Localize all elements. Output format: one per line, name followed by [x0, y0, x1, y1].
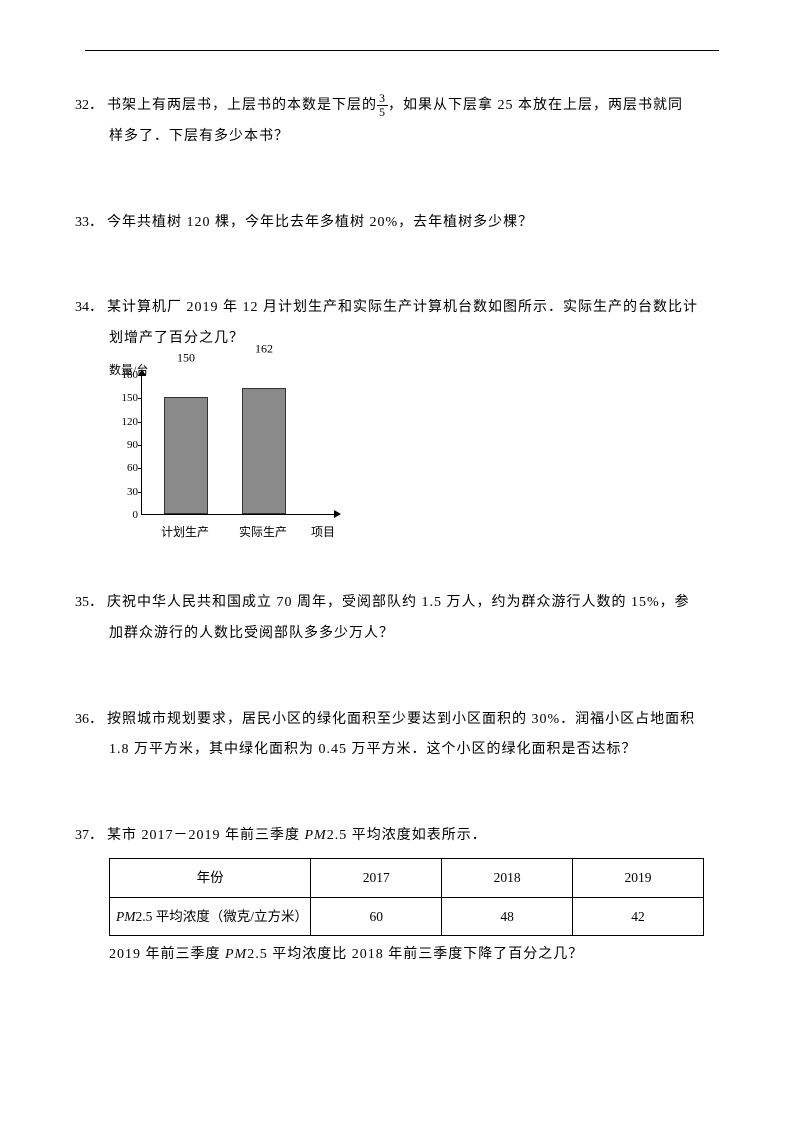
q34-chart: 数量/台 1801501209060300 150162 计划生产实际生产项目: [109, 363, 339, 533]
question-36: 36． 按照城市规划要求，居民小区的绿化面积至少要达到小区面积的 30%．润福小…: [75, 705, 719, 767]
q37-after-a: 2019 年前三季度: [109, 947, 225, 962]
q37-intro-pm: PM: [305, 828, 327, 843]
q37-after-b: 2.5 平均浓度比 2018 年前三季度下降了百分之几？: [247, 947, 583, 962]
th-year: 年份: [110, 858, 311, 897]
td-label-pm: PM: [116, 909, 136, 924]
y-tick-label: 150: [122, 386, 139, 410]
th-2019: 2019: [573, 858, 704, 897]
x-category-label: 实际生产: [231, 519, 295, 545]
table-row: PM2.5 平均浓度（微克/立方米） 60 48 42: [110, 897, 704, 936]
y-tick-label: 60: [127, 456, 138, 480]
x-category-label: 计划生产: [153, 519, 217, 545]
y-tick-mark: [138, 445, 142, 446]
q37-after-pm: PM: [225, 947, 247, 962]
q36-line1: 按照城市规划要求，居民小区的绿化面积至少要达到小区面积的 30%．润福小区占地面…: [107, 705, 719, 736]
question-35: 35． 庆祝中华人民共和国成立 70 周年，受阅部队约 1.5 万人，约为群众游…: [75, 588, 719, 650]
question-34: 34． 某计算机厂 2019 年 12 月计划生产和实际生产计算机台数如图所示．…: [75, 293, 719, 533]
td-label: PM2.5 平均浓度（微克/立方米）: [110, 897, 311, 936]
q35-number: 35．: [75, 588, 107, 619]
q32-frac-den: 5: [377, 106, 388, 119]
td-2018: 48: [442, 897, 573, 936]
chart-y-axis: 1801501209060300: [114, 371, 138, 515]
chart-plot-area: 150162: [141, 375, 335, 515]
y-tick-label: 30: [127, 480, 138, 504]
y-tick-mark: [138, 422, 142, 423]
header-rule: [85, 50, 719, 51]
y-tick-mark: [138, 398, 142, 399]
y-tick-label: 0: [133, 503, 139, 527]
q33-text: 今年共植树 120 棵，今年比去年多植树 20%，去年植树多少棵？: [107, 208, 719, 239]
y-tick-mark: [138, 492, 142, 493]
q32-text-a: 书架上有两层书，上层书的本数是下层的: [107, 98, 377, 113]
y-tick-label: 180: [122, 363, 139, 387]
q37-intro-a: 某市 2017－2019 年前三季度: [107, 828, 305, 843]
chart-bar: [164, 397, 208, 514]
q32-text-b: ，如果从下层拿 25 本放在上层，两层书就同: [388, 98, 683, 113]
chart-bar: [242, 388, 286, 514]
y-tick-label: 120: [122, 410, 139, 434]
td-2017: 60: [311, 897, 442, 936]
question-37: 37． 某市 2017－2019 年前三季度 PM2.5 平均浓度如表所示． 年…: [75, 821, 719, 971]
td-2019: 42: [573, 897, 704, 936]
th-2018: 2018: [442, 858, 573, 897]
q32-line2: 样多了．下层有多少本书？: [75, 122, 719, 153]
bar-value-label: 162: [242, 335, 286, 361]
q34-line1: 某计算机厂 2019 年 12 月计划生产和实际生产计算机台数如图所示．实际生产…: [107, 293, 719, 324]
q37-intro-b: 2.5 平均浓度如表所示．: [327, 828, 487, 843]
y-tick-mark: [138, 375, 142, 376]
q37-table: 年份 2017 2018 2019 PM2.5 平均浓度（微克/立方米） 60 …: [109, 858, 704, 936]
q33-number: 33．: [75, 208, 107, 239]
q32-line1: 书架上有两层书，上层书的本数是下层的35，如果从下层拿 25 本放在上层，两层书…: [107, 91, 719, 122]
question-32: 32． 书架上有两层书，上层书的本数是下层的35，如果从下层拿 25 本放在上层…: [75, 91, 719, 153]
q37-after: 2019 年前三季度 PM2.5 平均浓度比 2018 年前三季度下降了百分之几…: [109, 940, 719, 971]
q32-fraction: 35: [377, 92, 388, 119]
bar-value-label: 150: [164, 345, 208, 371]
q32-number: 32．: [75, 91, 107, 122]
q36-line2: 1.8 万平方米，其中绿化面积为 0.45 万平方米．这个小区的绿化面积是否达标…: [75, 735, 719, 766]
chart-x-labels: 计划生产实际生产项目: [141, 517, 339, 535]
q34-number: 34．: [75, 293, 107, 324]
q35-line2: 加群众游行的人数比受阅部队多多少万人？: [75, 619, 719, 650]
q36-number: 36．: [75, 705, 107, 736]
q37-number: 37．: [75, 821, 107, 852]
y-tick-mark: [138, 468, 142, 469]
table-row: 年份 2017 2018 2019: [110, 858, 704, 897]
th-2017: 2017: [311, 858, 442, 897]
td-label-rest: 2.5 平均浓度（微克/立方米）: [136, 909, 309, 924]
q35-line1: 庆祝中华人民共和国成立 70 周年，受阅部队约 1.5 万人，约为群众游行人数的…: [107, 588, 719, 619]
q32-frac-num: 3: [377, 92, 388, 106]
question-33: 33． 今年共植树 120 棵，今年比去年多植树 20%，去年植树多少棵？: [75, 208, 719, 239]
x-axis-title: 项目: [303, 519, 343, 545]
y-tick-label: 90: [127, 433, 138, 457]
q37-intro: 某市 2017－2019 年前三季度 PM2.5 平均浓度如表所示．: [107, 821, 719, 852]
